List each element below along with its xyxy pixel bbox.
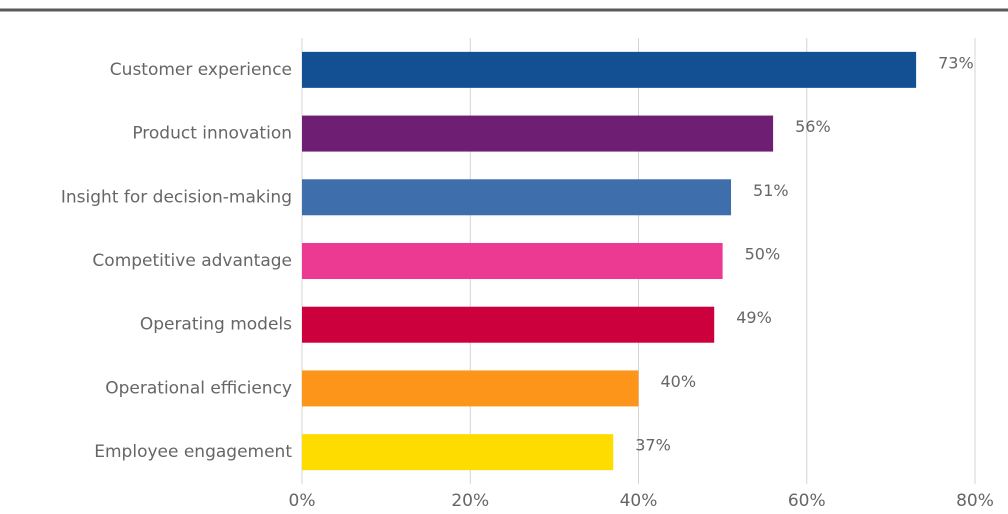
x-tick-label: 40% bbox=[620, 491, 658, 511]
x-tick-label: 0% bbox=[289, 491, 316, 511]
y-tick-label: Operational efficiency bbox=[105, 378, 292, 398]
value-label: 50% bbox=[745, 245, 781, 264]
bar bbox=[302, 306, 715, 343]
y-tick-label: Product innovation bbox=[132, 124, 292, 144]
x-tick-label: 80% bbox=[956, 491, 994, 511]
value-label: 51% bbox=[753, 181, 789, 200]
y-tick-label: Competitive advantage bbox=[92, 251, 292, 271]
value-label: 49% bbox=[736, 308, 772, 327]
value-label: 37% bbox=[635, 436, 671, 455]
y-tick-label: Insight for decision-making bbox=[61, 187, 292, 207]
value-label: 40% bbox=[661, 372, 697, 391]
bar bbox=[302, 243, 723, 279]
bar bbox=[302, 179, 732, 216]
bar bbox=[302, 370, 639, 407]
bar bbox=[302, 434, 614, 471]
value-label: 56% bbox=[795, 117, 831, 136]
bar bbox=[302, 115, 774, 152]
x-tick-label: 60% bbox=[788, 491, 826, 511]
bar bbox=[302, 51, 917, 88]
y-tick-label: Customer experience bbox=[110, 60, 292, 80]
x-tick-label: 20% bbox=[451, 491, 489, 511]
y-tick-label: Operating models bbox=[140, 315, 292, 335]
value-label: 73% bbox=[938, 53, 974, 72]
y-tick-label: Employee engagement bbox=[94, 442, 292, 462]
